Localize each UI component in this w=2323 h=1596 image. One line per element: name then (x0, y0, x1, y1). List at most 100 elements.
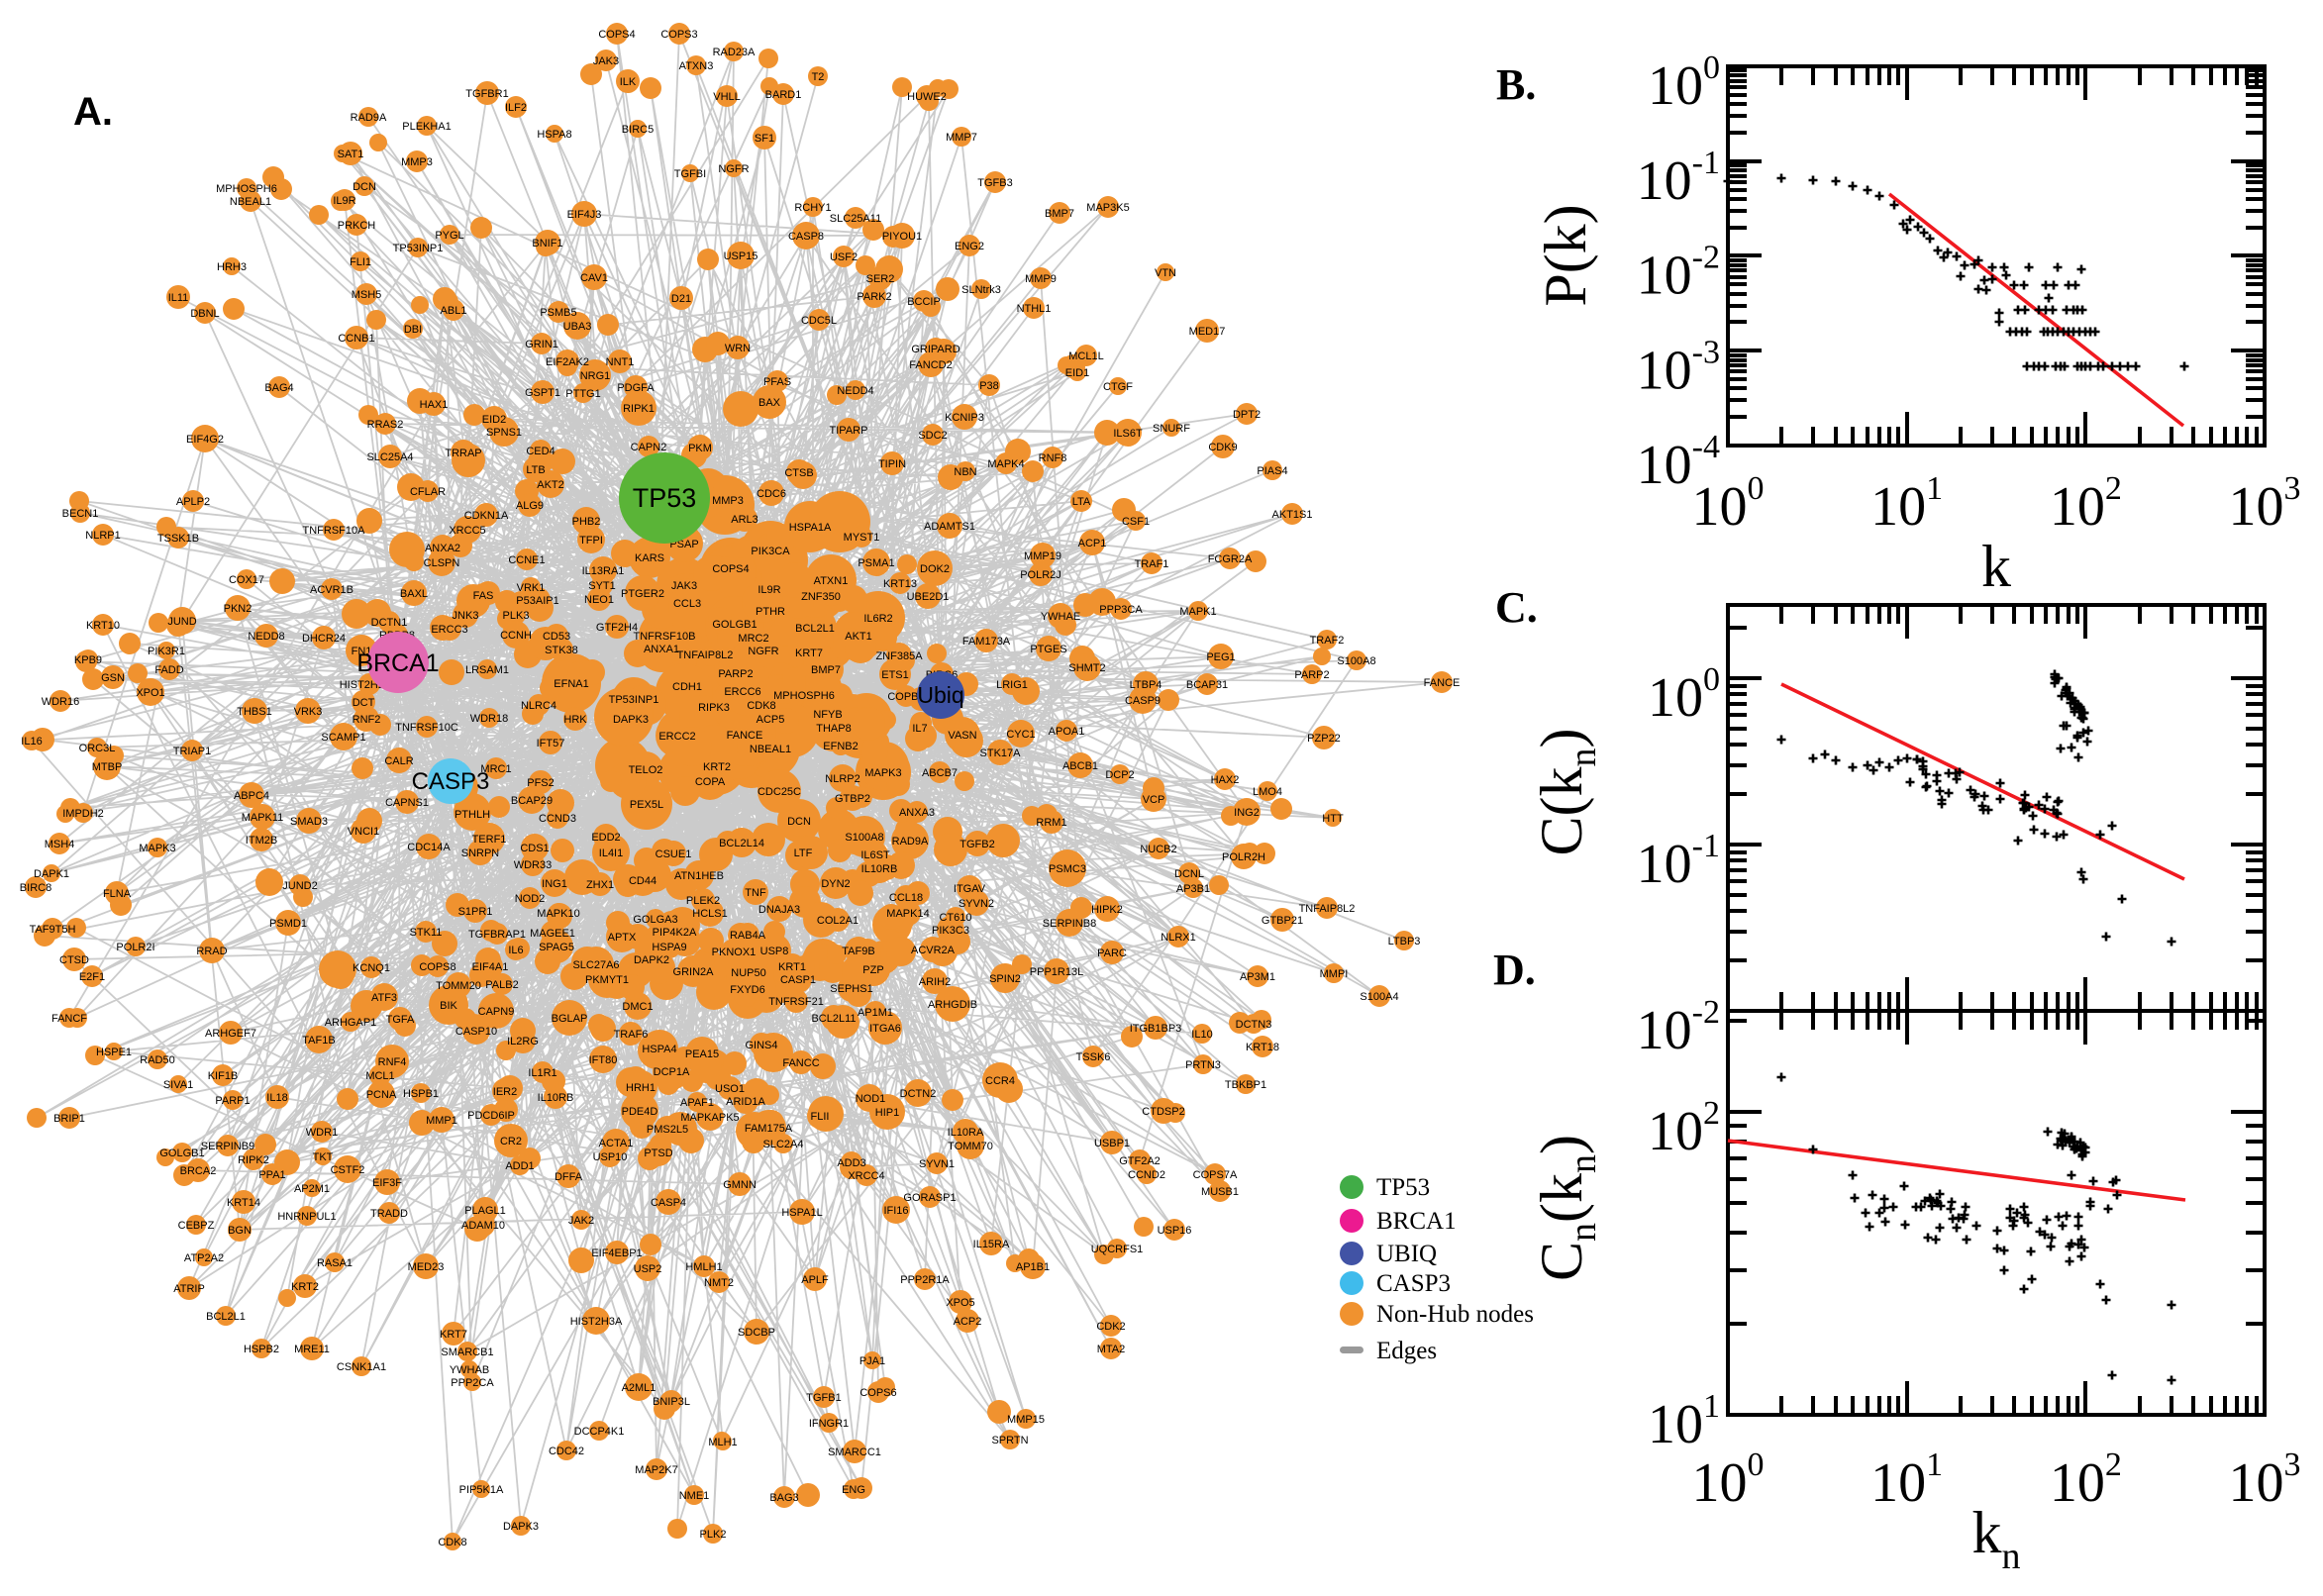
svg-text:CDH1: CDH1 (672, 681, 702, 693)
svg-text:TNFAIP8L2: TNFAIP8L2 (677, 649, 734, 661)
svg-text:HSPE1: HSPE1 (96, 1047, 132, 1058)
svg-text:MMPI: MMPI (1320, 968, 1349, 980)
svg-text:USF2: USF2 (830, 251, 858, 263)
svg-text:PSMD1: PSMD1 (269, 918, 307, 930)
svg-text:JUND2: JUND2 (282, 880, 317, 892)
svg-text:COPS6: COPS6 (859, 1387, 896, 1399)
svg-text:MTBP: MTBP (92, 761, 123, 773)
svg-text:HMLH1: HMLH1 (685, 1261, 722, 1273)
svg-text:CDK8: CDK8 (438, 1537, 466, 1548)
svg-text:YWHAB: YWHAB (450, 1364, 489, 1376)
svg-text:CCNH: CCNH (500, 630, 532, 642)
svg-text:D.: D. (1493, 946, 1536, 994)
svg-text:PALB2: PALB2 (485, 979, 518, 991)
svg-text:A.: A. (73, 90, 113, 134)
svg-text:USP2: USP2 (634, 1263, 662, 1275)
svg-text:ARHGEF7: ARHGEF7 (205, 1028, 256, 1040)
svg-text:SEPHS1: SEPHS1 (830, 983, 872, 995)
svg-text:BIK: BIK (440, 1000, 457, 1012)
svg-text:ITM2B: ITM2B (246, 835, 277, 847)
svg-text:JUND: JUND (167, 616, 196, 628)
svg-text:E2F1: E2F1 (79, 971, 105, 983)
svg-text:CCNB1: CCNB1 (338, 333, 374, 345)
svg-text:kn: kn (1972, 1500, 2021, 1577)
svg-text:GRIN1: GRIN1 (525, 339, 558, 350)
svg-text:ARIH2: ARIH2 (919, 976, 951, 988)
svg-text:NRG1: NRG1 (580, 370, 611, 382)
svg-text:WDR1: WDR1 (306, 1127, 338, 1139)
svg-text:ATN1HEB: ATN1HEB (674, 870, 724, 882)
svg-text:CDC42: CDC42 (549, 1446, 584, 1457)
svg-text:SDC2: SDC2 (918, 430, 947, 442)
svg-text:TGFBRAP1: TGFBRAP1 (468, 929, 526, 941)
svg-text:ITGAV: ITGAV (954, 883, 986, 895)
svg-text:MAPK11: MAPK11 (242, 812, 284, 824)
svg-text:IL7: IL7 (912, 723, 927, 735)
svg-text:PIP4K2A: PIP4K2A (653, 927, 697, 939)
svg-text:CCND2: CCND2 (1128, 1169, 1165, 1181)
svg-text:KRT1: KRT1 (778, 961, 806, 973)
svg-text:AKT2: AKT2 (537, 479, 564, 491)
svg-text:FXYD6: FXYD6 (730, 984, 764, 996)
svg-text:FAM175A: FAM175A (745, 1123, 793, 1135)
svg-text:TOMM20: TOMM20 (436, 980, 481, 992)
svg-text:PIYOU1: PIYOU1 (882, 231, 922, 243)
svg-text:MYST1: MYST1 (844, 532, 880, 544)
svg-text:PARP2: PARP2 (1294, 669, 1329, 681)
svg-text:CSUE1: CSUE1 (656, 848, 692, 860)
svg-text:CASP9: CASP9 (1125, 695, 1161, 707)
svg-text:ACP1: ACP1 (1078, 538, 1107, 549)
svg-text:EIF2AK2: EIF2AK2 (546, 356, 589, 368)
svg-text:KPB9: KPB9 (74, 654, 102, 666)
svg-text:ITGA6: ITGA6 (869, 1023, 901, 1035)
svg-text:IER2: IER2 (493, 1086, 517, 1098)
svg-text:IL2RG: IL2RG (507, 1036, 539, 1047)
svg-text:TKT: TKT (313, 1151, 334, 1163)
svg-text:UBE2D1: UBE2D1 (907, 591, 950, 603)
svg-text:STK11: STK11 (410, 927, 443, 939)
svg-text:ACP5: ACP5 (757, 714, 785, 726)
svg-text:IFI16: IFI16 (883, 1205, 908, 1217)
svg-text:BGLAP: BGLAP (552, 1013, 588, 1025)
svg-text:TNFRSF10C: TNFRSF10C (395, 722, 458, 734)
svg-text:NNT1: NNT1 (606, 356, 635, 368)
svg-text:GTF2A2: GTF2A2 (1119, 1155, 1161, 1167)
svg-text:COPS4: COPS4 (598, 29, 635, 41)
svg-text:DCTN2: DCTN2 (900, 1088, 937, 1100)
svg-text:XRCC5: XRCC5 (449, 525, 485, 537)
svg-text:LTBP3: LTBP3 (1388, 936, 1421, 948)
svg-text:TAF9T5H: TAF9T5H (30, 924, 76, 936)
svg-text:ZHX1: ZHX1 (586, 879, 614, 891)
svg-text:CFLAR: CFLAR (410, 486, 446, 498)
svg-text:BCCIP: BCCIP (907, 296, 941, 308)
svg-text:WDR16: WDR16 (42, 696, 80, 708)
svg-text:FCGR2A: FCGR2A (1208, 553, 1253, 565)
svg-text:SYT1: SYT1 (588, 580, 616, 592)
svg-text:CASP10: CASP10 (455, 1026, 497, 1038)
svg-text:HIST2H3A: HIST2H3A (570, 1316, 623, 1328)
svg-text:USBP1: USBP1 (1094, 1138, 1130, 1149)
svg-text:VCP: VCP (1143, 794, 1165, 806)
svg-text:SHMT2: SHMT2 (1068, 662, 1105, 674)
svg-text:CAPN9: CAPN9 (478, 1006, 515, 1018)
svg-text:PFS2: PFS2 (527, 777, 555, 789)
svg-text:PCNA: PCNA (366, 1089, 397, 1101)
svg-text:ABL1: ABL1 (441, 305, 467, 317)
svg-text:COX17: COX17 (229, 574, 264, 586)
svg-text:SAT1: SAT1 (338, 149, 364, 160)
svg-text:ADAMTS1: ADAMTS1 (924, 521, 975, 533)
svg-text:PJA1: PJA1 (859, 1355, 885, 1367)
svg-text:CTSD: CTSD (59, 954, 89, 966)
svg-text:CED4: CED4 (526, 446, 555, 457)
svg-text:PZP22: PZP22 (1307, 733, 1341, 745)
svg-text:SMARCB1: SMARCB1 (441, 1347, 493, 1358)
svg-text:PIAS4: PIAS4 (1257, 465, 1287, 477)
svg-text:DFFA: DFFA (555, 1171, 583, 1183)
svg-text:C(kn): C(kn) (1529, 729, 1604, 856)
svg-text:VASN: VASN (948, 730, 976, 742)
svg-text:LRIG1: LRIG1 (996, 679, 1028, 691)
svg-text:JAK2: JAK2 (568, 1215, 594, 1227)
svg-text:BNIF1: BNIF1 (532, 238, 562, 249)
svg-text:BRCA1: BRCA1 (356, 649, 439, 677)
svg-text:HSPB2: HSPB2 (244, 1344, 279, 1355)
